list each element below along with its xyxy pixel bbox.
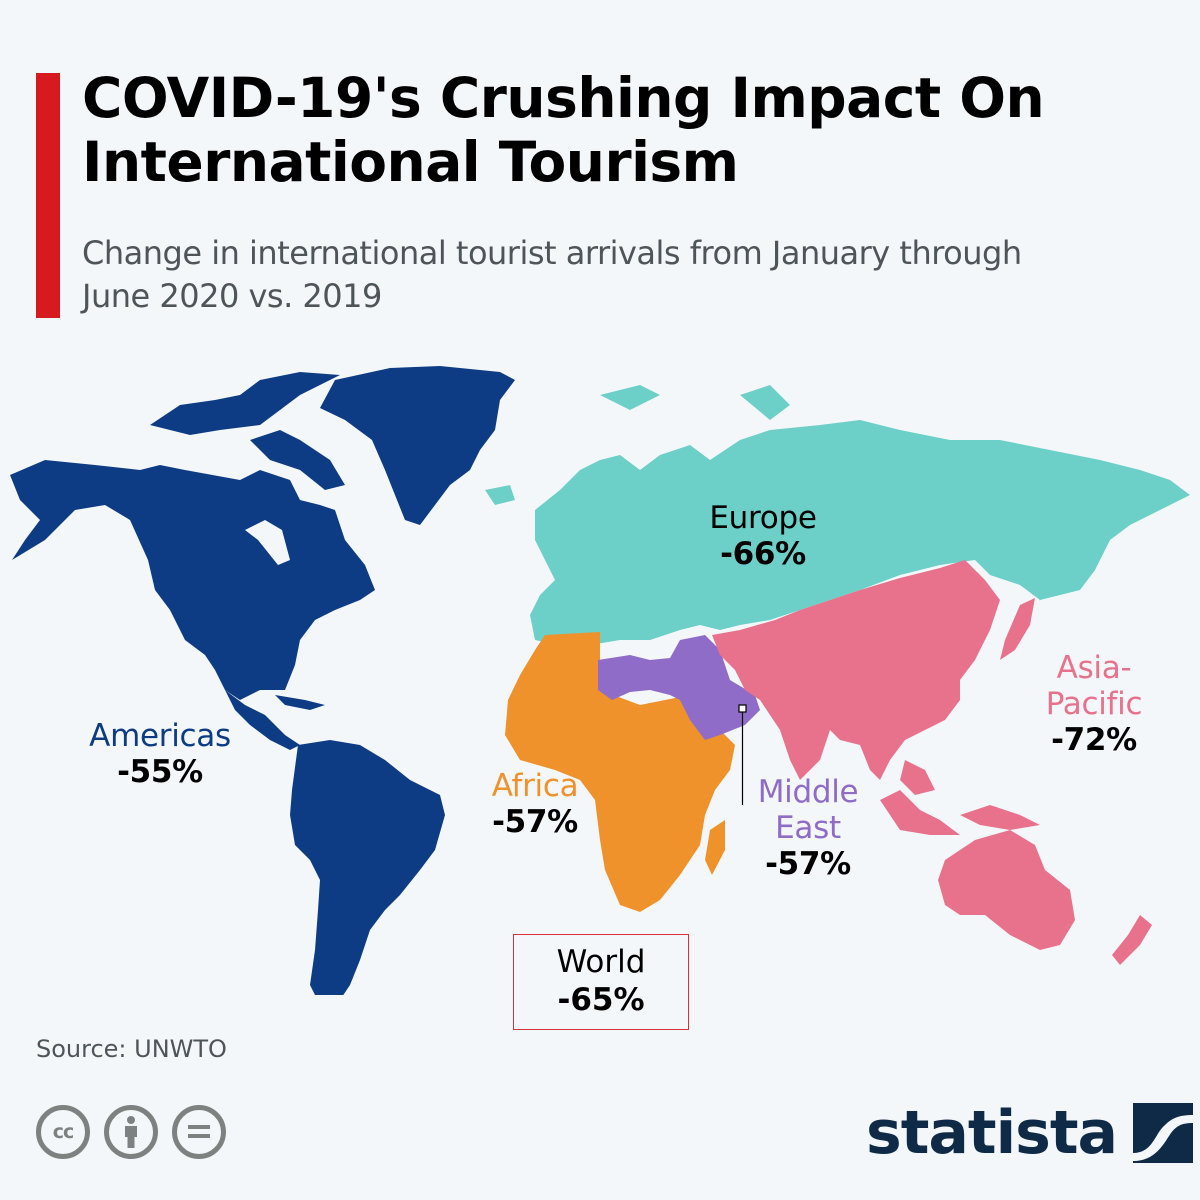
asia-pacific-name-line2: Pacific [1045, 686, 1143, 722]
world-map [10, 366, 1190, 995]
attribution-icon[interactable] [104, 1105, 158, 1159]
middle-east-name-line2: East [775, 810, 841, 846]
region-middle-east-shape [598, 635, 760, 740]
region-europe-shape [485, 385, 1190, 645]
world-value: -65% [557, 982, 645, 1018]
label-americas: Americas -55% [60, 718, 260, 790]
americas-value: -55% [117, 754, 203, 790]
asia-pacific-value: -72% [1051, 722, 1137, 758]
label-asia-pacific: Asia- Pacific -72% [994, 650, 1194, 758]
world-name: World [556, 944, 646, 980]
person-icon [125, 1116, 137, 1148]
statista-logo[interactable]: statista [866, 1098, 1194, 1168]
chart-subtitle: Change in international tourist arrivals… [82, 234, 1022, 315]
equals-icon [188, 1125, 210, 1138]
world-summary-box: World -65% [513, 934, 689, 1030]
europe-name: Europe [709, 500, 817, 536]
label-middle-east: Middle East -57% [708, 774, 908, 882]
statista-logo-icon [1133, 1103, 1194, 1163]
label-africa: Africa -57% [435, 768, 635, 840]
middle-east-value: -57% [765, 846, 851, 882]
asia-pacific-name-line1: Asia- [1056, 650, 1132, 686]
middle-east-marker [738, 704, 747, 713]
chart-title: COVID-19's Crushing Impact On Internatio… [82, 66, 1045, 194]
region-americas-shape [10, 366, 515, 995]
cc-icon-text: cc [52, 1121, 75, 1143]
africa-value: -57% [492, 804, 578, 840]
europe-value: -66% [720, 536, 806, 572]
cc-icon[interactable]: cc [36, 1105, 90, 1159]
africa-name: Africa [491, 768, 579, 804]
source-note: Source: UNWTO [36, 1035, 227, 1063]
no-derivatives-icon[interactable] [172, 1105, 226, 1159]
license-icons: cc [36, 1105, 226, 1159]
region-asia-pacific-shape [712, 560, 1152, 965]
label-europe: Europe -66% [663, 500, 863, 572]
middle-east-name-line1: Middle [757, 774, 859, 810]
region-africa-shape [505, 632, 735, 912]
americas-name: Americas [89, 718, 231, 754]
title-accent-bar [36, 73, 60, 318]
statista-logo-text: statista [866, 1098, 1118, 1168]
